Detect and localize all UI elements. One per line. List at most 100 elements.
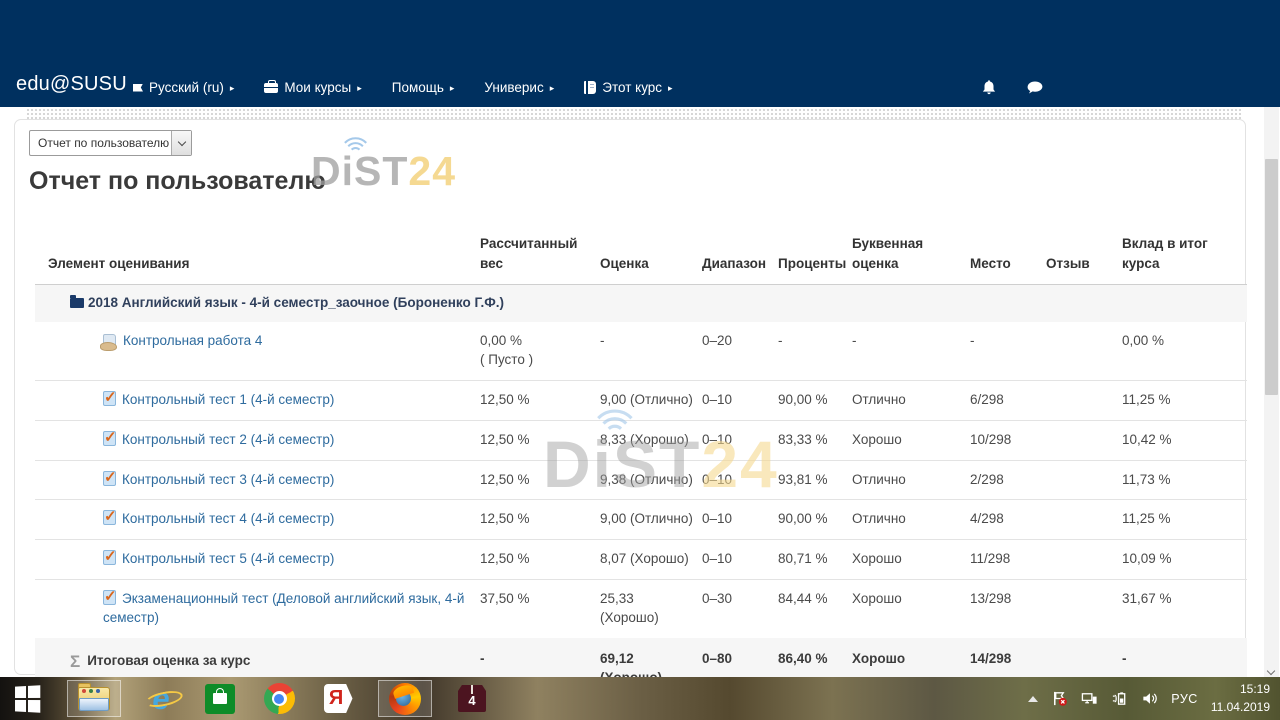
rank-cell: 13/298 <box>970 591 1012 607</box>
language-indicator[interactable]: РУС <box>1171 691 1198 706</box>
file-explorer-button[interactable] <box>67 680 121 717</box>
grade-item-link[interactable]: Контрольный тест 4 (4-й семестр) <box>122 511 335 527</box>
nav-label: Помощь <box>391 80 444 95</box>
weight-cell: 12,50 % <box>480 431 530 447</box>
grade-item-link[interactable]: Контрольный тест 3 (4-й семестр) <box>122 471 335 487</box>
network-icon[interactable] <box>1081 690 1098 707</box>
table-row: Экзаменационный тест (Деловой английский… <box>35 579 1247 638</box>
grade-item-link[interactable]: Контрольный тест 2 (4-й семестр) <box>122 431 335 447</box>
percent-cell: 83,33 % <box>778 431 828 447</box>
caret-right-icon: ▸ <box>549 83 555 93</box>
chrome-button[interactable] <box>260 680 298 717</box>
table-row: Контрольная работа 4 0,00 %( Пусто ) -0–20… <box>35 322 1247 380</box>
quiz-icon <box>103 506 117 527</box>
browser-scrollbar[interactable] <box>1264 107 1279 677</box>
item-name-cell: Экзаменационный тест (Деловой английский… <box>35 580 480 638</box>
percent-cell: 93,81 % <box>778 471 828 487</box>
contribution-cell: 10,42 % <box>1122 431 1172 447</box>
table-row: Контрольный тест 1 (4-й семестр) 12,50 % 9… <box>35 380 1247 420</box>
select-arrow-button[interactable] <box>171 131 191 155</box>
col-header-percent: Проценты <box>778 255 847 271</box>
nav-this-course-menu[interactable]: Этот курс ▸ <box>584 80 673 95</box>
rank-cell: 2/298 <box>970 471 1004 487</box>
notifications-bell-icon[interactable] <box>980 79 998 97</box>
letter-cell: Хорошо <box>852 431 902 447</box>
internet-explorer-icon: e <box>152 681 170 716</box>
item-name-cell: Контрольный тест 1 (4-й семестр) <box>35 380 480 420</box>
package-app-button[interactable]: 4 <box>453 680 491 717</box>
nav-label: Мои курсы <box>284 80 352 95</box>
contribution-cell: 11,73 % <box>1122 471 1171 487</box>
windows-taskbar: e Я 4 <box>0 677 1280 720</box>
grade-cell: 8,07 (Хорошо) <box>600 551 689 567</box>
percent-cell: - <box>778 333 783 349</box>
percent-cell: 86,40 % <box>778 651 828 667</box>
range-cell: 0–10 <box>702 511 733 527</box>
feedback-cell <box>1046 540 1122 580</box>
weight-cell: 0,00 %( Пусто ) <box>480 322 600 380</box>
report-type-select[interactable]: Отчет по пользователю <box>29 130 192 156</box>
grade-item-link[interactable]: Контрольная работа 4 <box>123 333 263 349</box>
battery-icon[interactable] <box>1111 690 1128 707</box>
messages-chat-icon[interactable] <box>1026 79 1044 97</box>
windows-store-button[interactable] <box>201 680 239 717</box>
table-row: Контрольный тест 5 (4-й семестр) 12,50 % 8… <box>35 539 1247 580</box>
weight-cell: 12,50 % <box>480 511 530 527</box>
weight-cell: 12,50 % <box>480 551 530 567</box>
taskbar-icons: e Я 4 <box>0 680 491 717</box>
nav-my-courses-menu[interactable]: Мои курсы ▸ <box>264 79 362 95</box>
site-logo[interactable]: edu@SUSU <box>16 73 127 95</box>
caret-right-icon: ▸ <box>668 83 673 93</box>
percent-cell: 90,00 % <box>778 511 828 527</box>
percent-cell: 84,44 % <box>778 591 828 607</box>
nav-univeris-menu[interactable]: Универис ▸ <box>484 80 554 95</box>
book-icon <box>584 81 597 94</box>
range-cell: 0–10 <box>702 431 733 447</box>
quiz-icon <box>103 586 117 607</box>
scrollbar-down-arrow-icon[interactable] <box>1266 666 1276 676</box>
firefox-button[interactable] <box>378 680 432 717</box>
col-header-item: Элемент оценивания <box>48 255 190 271</box>
tray-expand-arrow-icon[interactable] <box>1028 695 1039 702</box>
range-cell: 0–10 <box>702 551 733 567</box>
rank-cell: 10/298 <box>970 431 1012 447</box>
sigma-icon: Σ <box>70 652 81 672</box>
weight-note: ( Пусто ) <box>480 351 534 367</box>
weight-cell: - <box>480 651 485 667</box>
grade-item-link[interactable]: Экзаменационный тест (Деловой английский… <box>103 591 465 626</box>
item-name-cell: Контрольный тест 4 (4-й семестр) <box>35 500 480 540</box>
internet-explorer-button[interactable]: e <box>142 680 180 717</box>
nav-label: Универис <box>484 80 544 95</box>
grade-item-link[interactable]: Контрольный тест 1 (4-й семестр) <box>122 391 335 407</box>
clock-date: 11.04.2019 <box>1210 699 1270 714</box>
feedback-cell <box>1046 380 1122 420</box>
total-name: Итоговая оценка за курс <box>87 653 251 669</box>
nav-help-menu[interactable]: Помощь ▸ <box>392 80 455 95</box>
table-row: Контрольный тест 2 (4-й семестр) 12,50 % 8… <box>35 420 1247 460</box>
start-button[interactable] <box>8 680 46 717</box>
yandex-browser-button[interactable]: Я <box>319 680 357 717</box>
page-title: Отчет по пользователю <box>29 167 326 195</box>
grade-item-link[interactable]: Контрольный тест 5 (4-й семестр) <box>122 551 335 567</box>
grade-rows: Контрольная работа 4 0,00 %( Пусто ) -0–20… <box>35 322 1247 638</box>
col-header-range: Диапазон <box>702 255 767 271</box>
windows-logo-icon <box>15 684 40 712</box>
grade-cell: 9,38 (Отлично) <box>600 471 693 487</box>
volume-icon[interactable] <box>1141 690 1158 707</box>
range-cell: 0–10 <box>702 391 733 407</box>
grade-cell: 9,00 (Отлично) <box>600 391 693 407</box>
action-center-flag-icon[interactable] <box>1051 690 1068 707</box>
quiz-icon <box>103 387 117 408</box>
scrollbar-thumb[interactable] <box>1265 159 1278 395</box>
yandex-browser-icon: Я <box>323 684 353 713</box>
col-header-grade: Оценка <box>600 255 649 271</box>
col-header-letter: Буквенная оценка <box>852 236 924 271</box>
header-actions <box>980 79 1044 97</box>
clock[interactable]: 15:19 11.04.2019 <box>1211 681 1274 716</box>
nav-language-menu[interactable]: Русский (ru) ▸ <box>133 80 234 95</box>
percent-cell: 80,71 % <box>778 551 828 567</box>
item-name-cell: Контрольный тест 2 (4-й семестр) <box>35 420 480 460</box>
feedback-cell <box>1046 580 1122 638</box>
letter-cell: - <box>852 333 857 349</box>
folder-icon <box>70 295 84 309</box>
